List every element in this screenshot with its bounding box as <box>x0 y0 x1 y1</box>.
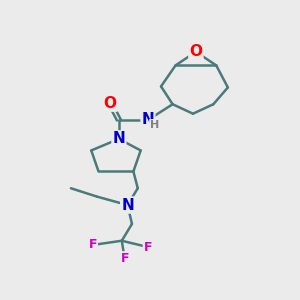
Text: F: F <box>144 241 152 254</box>
Text: O: O <box>189 44 203 59</box>
Text: F: F <box>88 238 97 251</box>
Text: N: N <box>142 112 154 128</box>
Text: N: N <box>121 198 134 212</box>
Text: O: O <box>104 96 117 111</box>
Text: H: H <box>150 120 159 130</box>
Text: N: N <box>112 131 125 146</box>
Text: F: F <box>120 252 129 265</box>
